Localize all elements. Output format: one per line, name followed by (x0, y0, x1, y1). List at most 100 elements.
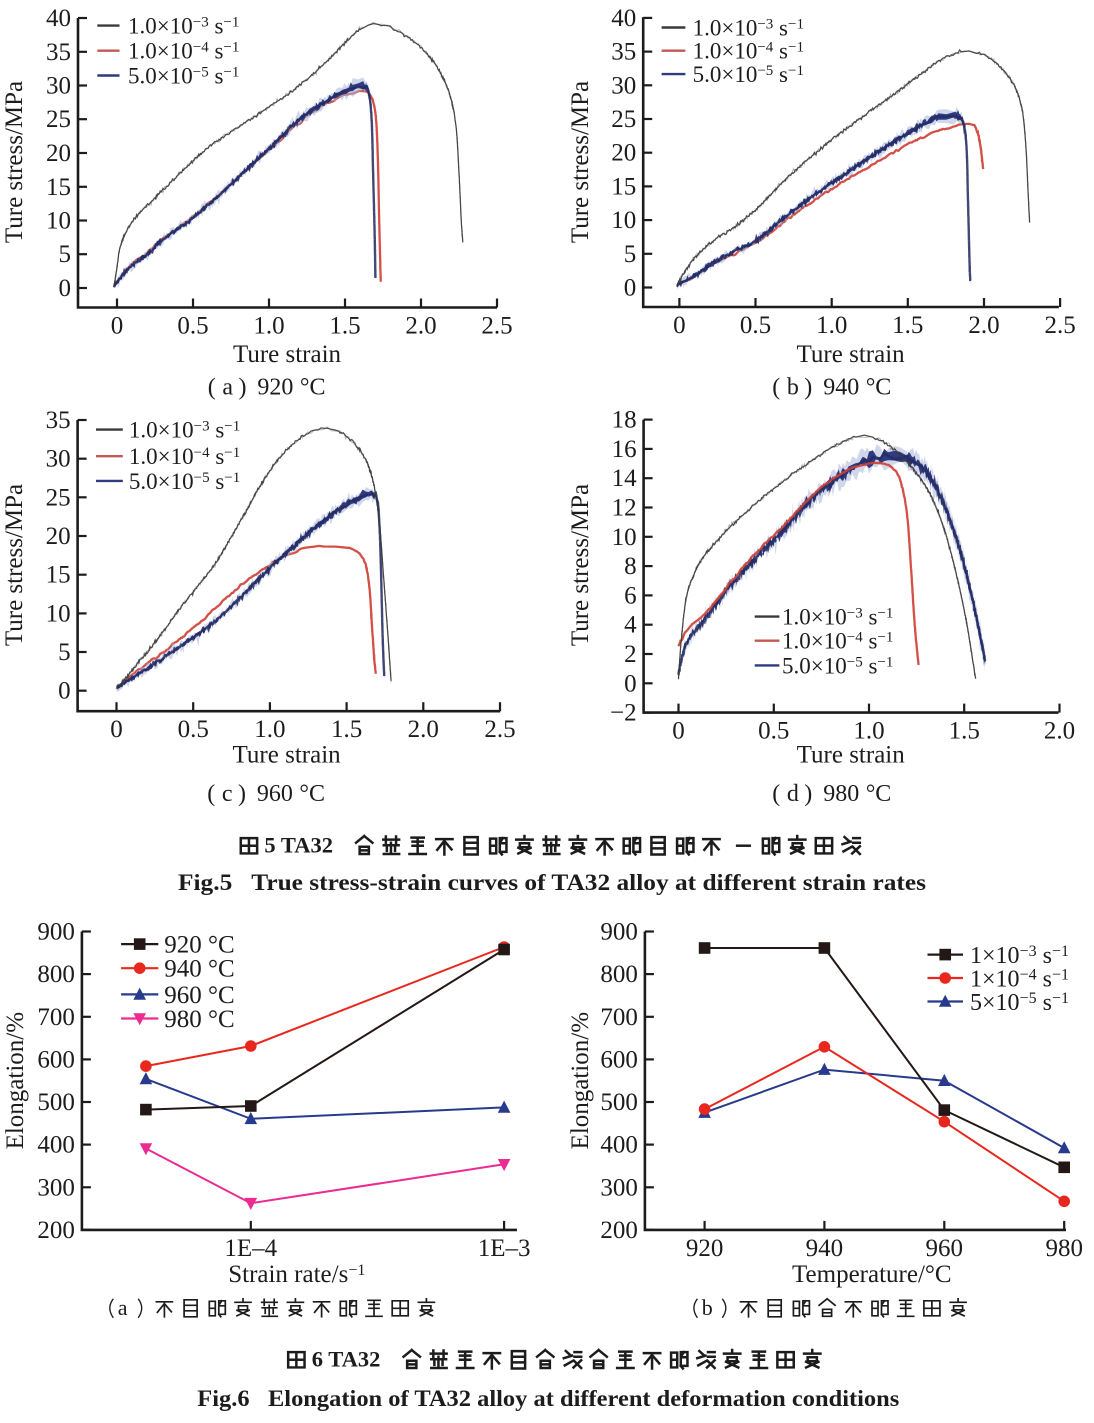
svg-text:600: 600 (37, 1046, 75, 1073)
svg-text:Ture strain: Ture strain (797, 742, 906, 769)
svg-text:1.5: 1.5 (329, 313, 360, 340)
svg-text:5: 5 (59, 241, 72, 268)
svg-text:200: 200 (600, 1217, 638, 1244)
svg-text:2.5: 2.5 (484, 716, 515, 743)
svg-text:(c)960°C: (c) 960 °C (207, 781, 325, 807)
svg-text:0.5: 0.5 (740, 312, 771, 339)
svg-text:1.5: 1.5 (892, 312, 923, 339)
svg-text:Elongation/%: Elongation/% (2, 1012, 29, 1149)
svg-text:300: 300 (37, 1174, 75, 1201)
svg-text:700: 700 (600, 1004, 638, 1031)
svg-text:1.5: 1.5 (331, 716, 362, 743)
svg-text:200: 200 (37, 1217, 75, 1244)
svg-text:980 °C: 980 °C (164, 1006, 234, 1033)
svg-text:400: 400 (600, 1132, 638, 1159)
svg-text:5.0×10−5 s−1: 5.0×10−5 s−1 (128, 64, 239, 89)
svg-text:0.5: 0.5 (178, 716, 209, 743)
svg-text:960: 960 (926, 1235, 964, 1262)
svg-text:10: 10 (46, 208, 71, 235)
svg-text:Fig.5 True stress-strain cur: Fig.5 True stress-strain curves of TA32 … (178, 870, 926, 895)
svg-text:5.0×10−5 s−1: 5.0×10−5 s−1 (693, 62, 804, 87)
svg-text:700: 700 (37, 1004, 75, 1031)
svg-text:b: b (702, 1295, 713, 1320)
svg-text:4: 4 (624, 612, 637, 639)
svg-text:0: 0 (624, 670, 637, 697)
svg-text:1×10−3 s−1: 1×10−3 s−1 (970, 943, 1069, 969)
svg-text:Ture strain: Ture strain (797, 341, 906, 368)
svg-text:1.5: 1.5 (949, 718, 980, 745)
svg-text:Ture stress/MPa: Ture stress/MPa (567, 484, 594, 646)
svg-text:0: 0 (58, 678, 71, 705)
svg-text:1E–4: 1E–4 (224, 1235, 277, 1262)
svg-text:40: 40 (611, 5, 636, 32)
svg-text:800: 800 (37, 961, 75, 988)
svg-text:5: 5 (58, 639, 71, 666)
svg-text:0: 0 (111, 313, 124, 340)
svg-text:0: 0 (673, 312, 686, 339)
svg-text:Ture stress/MPa: Ture stress/MPa (567, 81, 594, 243)
svg-text:1.0: 1.0 (816, 312, 847, 339)
svg-text:35: 35 (46, 39, 71, 66)
svg-text:2.0: 2.0 (968, 312, 999, 339)
svg-text:20: 20 (611, 140, 636, 167)
svg-text:0: 0 (624, 275, 637, 302)
svg-text:25: 25 (46, 484, 71, 511)
svg-text:15: 15 (611, 173, 636, 200)
svg-text:500: 500 (600, 1089, 638, 1116)
svg-text:940 °C: 940 °C (164, 956, 234, 983)
svg-text:Ture strain: Ture strain (233, 341, 342, 368)
svg-text:0: 0 (59, 275, 72, 302)
svg-text:1.0: 1.0 (253, 313, 284, 340)
svg-text:Ture strain: Ture strain (233, 742, 342, 769)
svg-text:5.0×10−5 s−1: 5.0×10−5 s−1 (129, 469, 240, 494)
svg-text:40: 40 (46, 5, 71, 32)
svg-text:Elongation/%: Elongation/% (567, 1012, 594, 1149)
svg-text:35: 35 (611, 39, 636, 66)
svg-text:15: 15 (46, 562, 71, 589)
svg-text:−2: −2 (610, 700, 637, 727)
svg-text:5: 5 (624, 241, 637, 268)
svg-text:20: 20 (46, 523, 71, 550)
svg-text:1.0×10−4 s−1: 1.0×10−4 s−1 (128, 39, 239, 64)
svg-text:900: 900 (600, 919, 638, 946)
svg-text:400: 400 (37, 1132, 75, 1159)
svg-text:1.0: 1.0 (853, 718, 884, 745)
svg-text:5.0×10−5 s−1: 5.0×10−5 s−1 (782, 653, 893, 678)
svg-text:(a)920°C: (a) 920 °C (208, 375, 326, 401)
svg-text:16: 16 (612, 436, 637, 463)
svg-text:30: 30 (46, 446, 71, 473)
svg-text:1.0×10−3 s−1: 1.0×10−3 s−1 (782, 605, 893, 630)
svg-text:1E–3: 1E–3 (478, 1235, 531, 1262)
svg-text:920 °C: 920 °C (164, 932, 234, 959)
svg-text:980: 980 (1045, 1235, 1083, 1262)
svg-text:300: 300 (600, 1174, 638, 1201)
svg-text:1.0×10−3 s−1: 1.0×10−3 s−1 (129, 418, 240, 443)
svg-text:960 °C: 960 °C (164, 982, 234, 1009)
svg-text:500: 500 (37, 1089, 75, 1116)
svg-text:30: 30 (611, 72, 636, 99)
svg-text:25: 25 (611, 106, 636, 133)
svg-text:2.0: 2.0 (408, 716, 439, 743)
svg-text:1.0: 1.0 (254, 716, 285, 743)
svg-text:800: 800 (600, 961, 638, 988)
svg-text:940: 940 (806, 1235, 844, 1262)
svg-text:2.5: 2.5 (1044, 312, 1075, 339)
svg-text:0.5: 0.5 (758, 718, 789, 745)
svg-text:Fig.6 Elongation of TA32 all: Fig.6 Elongation of TA32 alloy at differ… (197, 1386, 899, 1411)
svg-text:Temperature/°C: Temperature/°C (792, 1261, 952, 1288)
svg-text:10: 10 (612, 524, 637, 551)
svg-text:1.0×10−4 s−1: 1.0×10−4 s−1 (782, 629, 893, 654)
svg-text:Ture stress/MPa: Ture stress/MPa (1, 81, 28, 243)
svg-text:Ture stress/MPa: Ture stress/MPa (1, 484, 28, 646)
svg-text:35: 35 (46, 407, 71, 434)
svg-text:25: 25 (46, 106, 71, 133)
svg-text:6: 6 (624, 582, 637, 609)
svg-text:(b)940°C: (b) 940 °C (772, 375, 891, 401)
svg-text:18: 18 (612, 407, 637, 434)
svg-text:14: 14 (612, 465, 638, 492)
svg-text:900: 900 (37, 919, 75, 946)
svg-text:30: 30 (46, 73, 71, 100)
svg-text:2.0: 2.0 (405, 313, 436, 340)
svg-text:20: 20 (46, 140, 71, 167)
svg-text:12: 12 (612, 495, 637, 522)
